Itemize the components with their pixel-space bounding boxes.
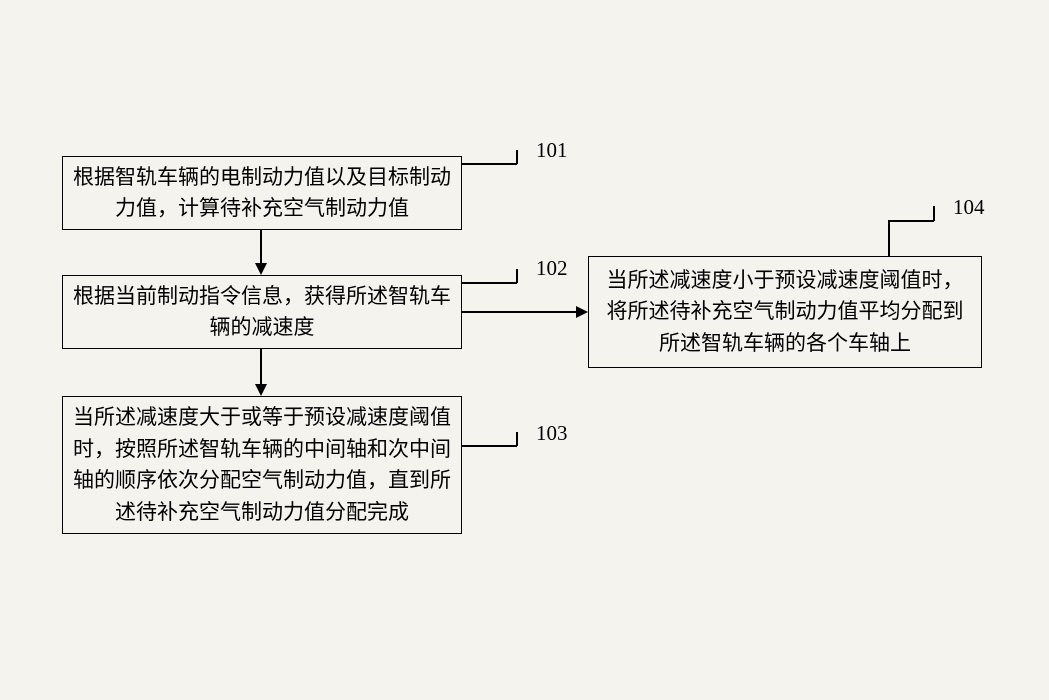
node-101-text: 根据智轨车辆的电制动力值以及目标制动力值，计算待补充空气制动力值 — [73, 162, 451, 225]
label-102: 102 — [536, 256, 568, 281]
arrow-101-102-head — [255, 263, 267, 275]
leader-line-102-v — [516, 269, 518, 283]
node-102-text: 根据当前制动指令信息，获得所述智轨车辆的减速度 — [73, 281, 451, 344]
label-101: 101 — [536, 138, 568, 163]
leader-line-103-v — [516, 432, 518, 446]
flowchart-node-104: 当所述减速度小于预设减速度阈值时，将所述待补充空气制动力值平均分配到所述智轨车辆… — [588, 256, 982, 368]
node-103-text: 当所述减速度大于或等于预设减速度阈值时，按照所述智轨车辆的中间轴和次中间轴的顺序… — [73, 402, 451, 528]
label-103: 103 — [536, 421, 568, 446]
leader-line-101-v — [516, 150, 518, 164]
flowchart-node-101: 根据智轨车辆的电制动力值以及目标制动力值，计算待补充空气制动力值 — [62, 156, 462, 230]
label-104: 104 — [953, 195, 985, 220]
flowchart-node-103: 当所述减速度大于或等于预设减速度阈值时，按照所述智轨车辆的中间轴和次中间轴的顺序… — [62, 396, 462, 534]
arrow-102-103-line — [260, 349, 262, 386]
arrow-102-104-head — [576, 306, 588, 318]
leader-line-104-v2 — [933, 206, 935, 221]
leader-line-104-v — [888, 220, 934, 222]
arrow-102-103-head — [255, 384, 267, 396]
arrow-101-102-line — [260, 230, 262, 265]
arrow-102-104-line — [462, 311, 578, 313]
node-104-text: 当所述减速度小于预设减速度阈值时，将所述待补充空气制动力值平均分配到所述智轨车辆… — [599, 265, 971, 360]
leader-line-101 — [462, 163, 517, 165]
leader-line-104-h — [888, 220, 890, 256]
leader-line-102 — [462, 282, 517, 284]
leader-line-103 — [462, 445, 517, 447]
flowchart-node-102: 根据当前制动指令信息，获得所述智轨车辆的减速度 — [62, 275, 462, 349]
